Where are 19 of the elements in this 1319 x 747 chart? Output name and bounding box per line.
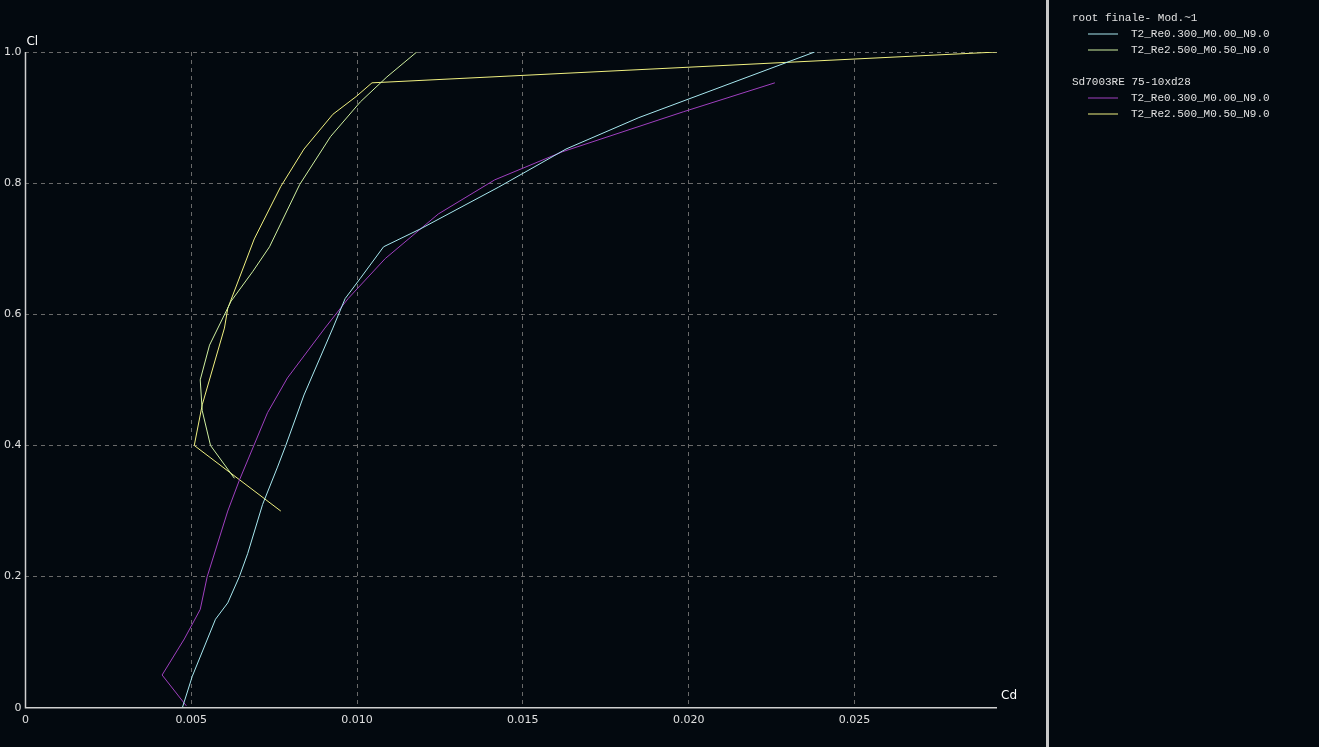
x-tick-label: 0.025 xyxy=(838,713,871,727)
text: Sd7003RE 75-10xd28 xyxy=(1072,75,1191,88)
text: root finale- Mod.~1 xyxy=(1072,11,1198,24)
legend-label: T2_Re0.300_M0.00_N9.0 xyxy=(1131,27,1270,40)
y-tick-label: 0.6 xyxy=(3,307,22,321)
y-tick-label: 0 xyxy=(14,700,22,714)
legend-label: T2_Re2.500_M0.50_N9.0 xyxy=(1131,107,1270,120)
y-axis-title: Cl xyxy=(26,34,39,49)
x-tick-label: 0.010 xyxy=(341,713,373,727)
y-tick-label: 0.8 xyxy=(3,176,22,190)
x-axis-title: Cd xyxy=(1001,687,1017,702)
legend-label: T2_Re2.500_M0.50_N9.0 xyxy=(1131,43,1270,56)
legend-label: T2_Re0.300_M0.00_N9.0 xyxy=(1131,91,1270,104)
y-tick-label: 1.0 xyxy=(3,44,22,58)
x-tick-label: 0.005 xyxy=(175,713,208,727)
y-tick-label: 0.4 xyxy=(3,438,22,452)
x-tick-label: 0.020 xyxy=(672,713,705,727)
y-tick-label: 0.2 xyxy=(3,569,22,583)
x-tick-label: 0.015 xyxy=(507,713,539,727)
